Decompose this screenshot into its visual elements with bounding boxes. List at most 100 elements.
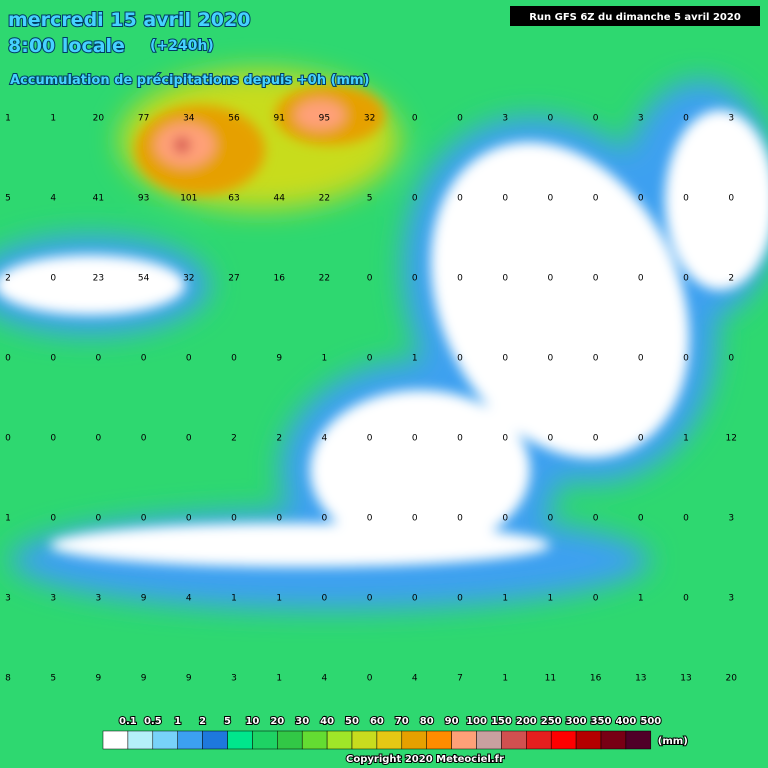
grid-value: 0	[457, 434, 463, 444]
copyright: Copyright 2020 Meteociel.fr	[346, 754, 504, 765]
legend-label: 10	[245, 716, 259, 727]
run-box	[510, 6, 760, 26]
grid-value: 9	[141, 594, 147, 604]
grid-value: 0	[728, 194, 734, 204]
grid-value: 0	[412, 194, 418, 204]
legend-swatch	[625, 730, 652, 750]
grid-value: 1	[50, 114, 56, 124]
grid-value: 63	[228, 194, 239, 204]
grid-value: 0	[457, 114, 463, 124]
legend-label: 50	[345, 716, 359, 727]
legend-label: 2	[199, 716, 206, 727]
legend-swatch	[575, 730, 602, 750]
legend-swatch	[202, 730, 228, 750]
grid-value: 0	[683, 194, 689, 204]
grid-value: 32	[183, 274, 194, 284]
grid-value: 0	[548, 274, 554, 284]
grid-value: 5	[5, 194, 11, 204]
grid-value: 0	[367, 674, 373, 684]
legend-label: 0.1	[119, 716, 137, 727]
grid-value: 0	[593, 514, 599, 524]
grid-value: 0	[548, 514, 554, 524]
grid-value: 0	[548, 114, 554, 124]
grid-value: 0	[367, 594, 373, 604]
grid-value: 7	[457, 674, 463, 684]
legend-label: 40	[320, 716, 334, 727]
grid-value: 1	[412, 354, 418, 364]
legend-label: 400	[615, 716, 636, 727]
grid-value: 1	[548, 594, 554, 604]
legend-label: 1	[174, 716, 181, 727]
legend-swatch	[326, 730, 353, 750]
grid-value: 9	[186, 674, 192, 684]
grid-value: 0	[412, 274, 418, 284]
grid-value: 3	[638, 114, 644, 124]
grid-value: 0	[50, 354, 56, 364]
legend-swatch	[277, 730, 303, 750]
grid-value: 22	[319, 194, 330, 204]
grid-value: 2	[276, 434, 282, 444]
grid-value: 0	[367, 514, 373, 524]
legend-label: 0.5	[144, 716, 162, 727]
grid-value: 95	[319, 114, 330, 124]
grid-value: 0	[276, 514, 282, 524]
grid-value: 3	[231, 674, 237, 684]
grid-value: 23	[93, 274, 104, 284]
grid-value: 0	[548, 354, 554, 364]
grid-value: 1	[322, 354, 328, 364]
grid-value: 0	[457, 354, 463, 364]
grid-value: 1	[276, 674, 282, 684]
grid-value: 9	[276, 354, 282, 364]
grid-value: 4	[322, 434, 328, 444]
grid-value: 0	[502, 194, 508, 204]
grid-value: 0	[5, 354, 11, 364]
grid-value: 22	[319, 274, 330, 284]
grid-value: 0	[412, 514, 418, 524]
grid-value: 0	[638, 434, 644, 444]
grid-value: 2	[5, 274, 11, 284]
grid-value: 0	[502, 354, 508, 364]
legend-label: 30	[295, 716, 309, 727]
grid-value: 0	[683, 274, 689, 284]
grid-value: 13	[680, 674, 691, 684]
grid-value: 0	[502, 434, 508, 444]
grid-value: 54	[138, 274, 150, 284]
grid-value: 1	[276, 594, 282, 604]
grid-value: 3	[728, 594, 734, 604]
grid-value: 0	[457, 594, 463, 604]
grid-value: 3	[728, 514, 734, 524]
grid-value: 1	[683, 434, 689, 444]
legend: 0.1 0.5 1 2 5 10 20 30 40 50 60 70 80 90 100 150 200 250 3…	[102, 715, 689, 750]
legend-unit: (mm)	[658, 736, 688, 747]
grid-value: 0	[231, 514, 237, 524]
grid-value: 0	[548, 194, 554, 204]
grid-value: 1	[231, 594, 237, 604]
grid-value: 0	[5, 434, 11, 444]
grid-value: 2	[728, 274, 734, 284]
grid-value: 3	[96, 594, 102, 604]
time: 8:00 locale	[8, 35, 125, 57]
grid-value: 0	[457, 194, 463, 204]
grid-value: 0	[412, 594, 418, 604]
grid-value: 0	[638, 274, 644, 284]
grid-value: 0	[683, 114, 689, 124]
legend-swatch	[550, 730, 577, 750]
grid-value: 1	[5, 514, 11, 524]
grid-value: 9	[141, 674, 147, 684]
grid-value: 0	[412, 434, 418, 444]
grid-value: 0	[231, 354, 237, 364]
run-label: Run GFS 6Z du dimanche 5 avril 2020	[529, 12, 741, 23]
grid-value: 20	[725, 674, 737, 684]
legend-swatch	[351, 730, 378, 750]
grid-value: 3	[50, 594, 56, 604]
legend-label: 100	[466, 716, 487, 727]
grid-value: 0	[186, 514, 192, 524]
grid-value: 12	[725, 434, 736, 444]
grid-value: 0	[638, 514, 644, 524]
grid-value: 0	[593, 354, 599, 364]
legend-label: 70	[395, 716, 409, 727]
legend-swatch	[102, 730, 129, 750]
legend-swatch	[426, 730, 452, 750]
legend-swatch	[177, 730, 203, 750]
legend-label: 80	[420, 716, 434, 727]
